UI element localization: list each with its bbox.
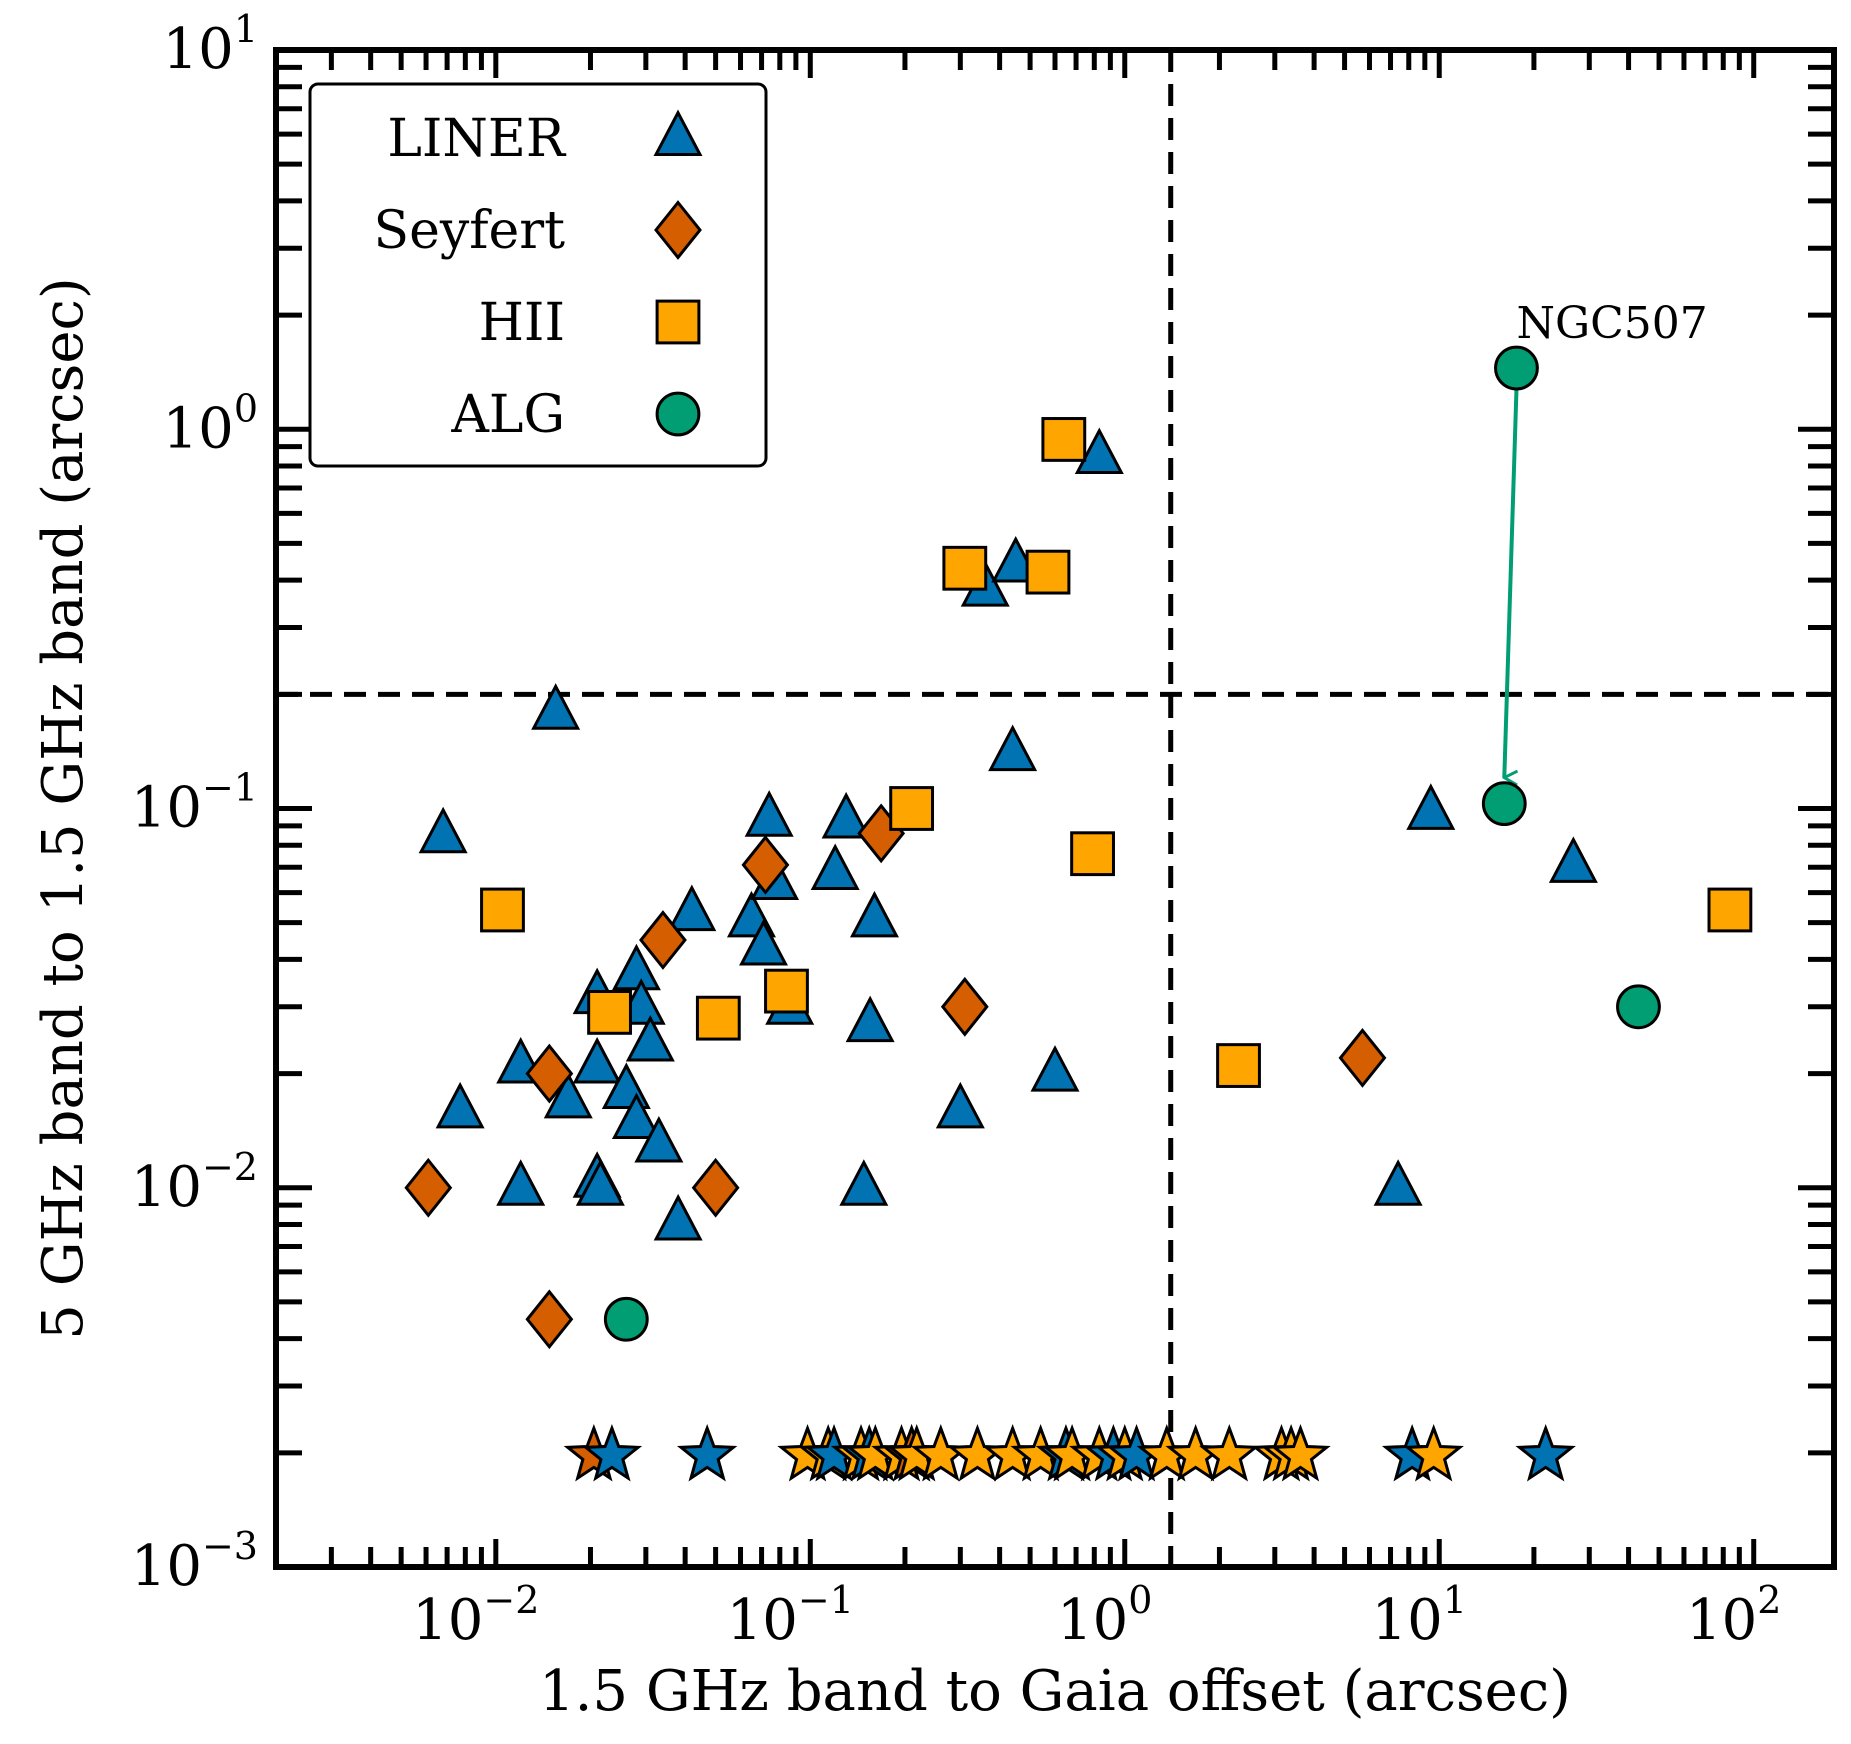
hii-point <box>1707 887 1753 933</box>
y-tick-label: 10−1 <box>131 766 258 841</box>
liner-point <box>1074 427 1124 475</box>
seyfert-point <box>639 910 687 970</box>
liner-point <box>739 918 788 966</box>
liner-point <box>435 1081 485 1129</box>
liner-point <box>575 1159 625 1206</box>
liner-point <box>1406 783 1456 830</box>
legend-marker-liner <box>653 109 703 156</box>
liner-point <box>653 1193 703 1241</box>
seyfert-point <box>525 1043 574 1104</box>
alg-point <box>603 1296 649 1342</box>
legend-box <box>308 82 768 468</box>
star-marker-hii <box>1270 1424 1331 1482</box>
hii-point <box>480 887 525 933</box>
hii-point <box>1070 831 1115 877</box>
data-points <box>404 345 1753 1350</box>
liner-point <box>667 884 717 932</box>
x-tick-label: 10−1 <box>727 1578 854 1653</box>
liner-point <box>1548 836 1598 883</box>
hii-point <box>1025 549 1071 595</box>
liner-point <box>845 995 895 1043</box>
x-tick-label: 100 <box>1057 1578 1152 1653</box>
seyfert-point <box>741 835 790 895</box>
axis-ticks <box>273 47 1834 1570</box>
y-tick-label: 101 <box>163 7 258 82</box>
legend-label-hii: HII <box>479 293 565 353</box>
y-axis-label: 5 GHz band to 1.5 GHz band (arcsec) <box>31 277 96 1339</box>
liner-point <box>572 1037 622 1084</box>
legend-marker-alg <box>655 391 701 437</box>
star-marker-hii <box>1199 1424 1260 1482</box>
liner-point <box>810 843 860 891</box>
seyfert-point <box>404 1157 453 1218</box>
alg-point <box>1616 984 1661 1030</box>
legend-label-seyfert: Seyfert <box>373 201 565 261</box>
ngc507-arrow <box>1504 389 1519 778</box>
liner-point <box>625 1015 675 1062</box>
liner-point <box>418 806 468 854</box>
hii-point <box>587 989 632 1035</box>
x-tick-label: 102 <box>1686 1578 1781 1653</box>
seyfert-point <box>940 976 989 1037</box>
alg-point <box>1481 781 1527 827</box>
legend: LINER Seyfert HII ALG <box>308 82 768 468</box>
liner-point <box>839 1159 889 1206</box>
liner-point <box>611 1092 661 1139</box>
annotation-layer: NGC507 <box>1504 298 1708 778</box>
liner-point <box>988 724 1038 772</box>
hii-point <box>695 995 741 1041</box>
star-marker-hii <box>1403 1424 1464 1482</box>
legend-label-alg: ALG <box>450 385 565 445</box>
plot-frame <box>273 47 1837 1570</box>
liner-point <box>935 1081 985 1129</box>
liner-point <box>821 791 871 839</box>
star-marker-liner <box>676 1424 738 1482</box>
liner-point <box>744 790 794 837</box>
hii-point <box>764 968 809 1014</box>
tick-labels: 10−2 10−1 100 101 102 10−3 10−2 10−1 100 101 <box>131 7 1782 1653</box>
hii-point <box>942 545 988 591</box>
alg-point <box>1494 345 1539 391</box>
legend-marker-seyfert <box>654 200 702 260</box>
star-marker-liner <box>581 1424 643 1482</box>
hii-point <box>1041 417 1087 462</box>
liner-point <box>496 1159 546 1206</box>
y-tick-label: 10−2 <box>131 1145 258 1220</box>
x-axis-label: 1.5 GHz band to Gaia offset (arcsec) <box>539 1659 1571 1724</box>
hii-point <box>889 786 935 831</box>
x-tick-label: 10−2 <box>412 1578 539 1653</box>
liner-point <box>1030 1045 1080 1092</box>
liner-point <box>543 1071 593 1119</box>
hii-point <box>1216 1043 1261 1088</box>
legend-label-liner: LINER <box>387 109 567 169</box>
ngc507-label: NGC507 <box>1516 298 1707 349</box>
star-marker-liner <box>1515 1424 1576 1482</box>
seyfert-point <box>525 1289 574 1350</box>
y-tick-label: 10−3 <box>131 1524 258 1599</box>
legend-marker-hii <box>655 299 701 345</box>
liner-point <box>634 1116 684 1163</box>
liner-point <box>1373 1159 1423 1206</box>
liner-point <box>531 683 581 730</box>
liner-point <box>849 890 899 938</box>
y-tick-label: 100 <box>163 386 258 461</box>
x-tick-label: 101 <box>1372 1578 1467 1653</box>
upper-limit-stars <box>563 1424 1576 1482</box>
seyfert-point <box>1338 1027 1387 1088</box>
seyfert-point <box>691 1157 740 1218</box>
reference-lines <box>276 50 1834 1567</box>
